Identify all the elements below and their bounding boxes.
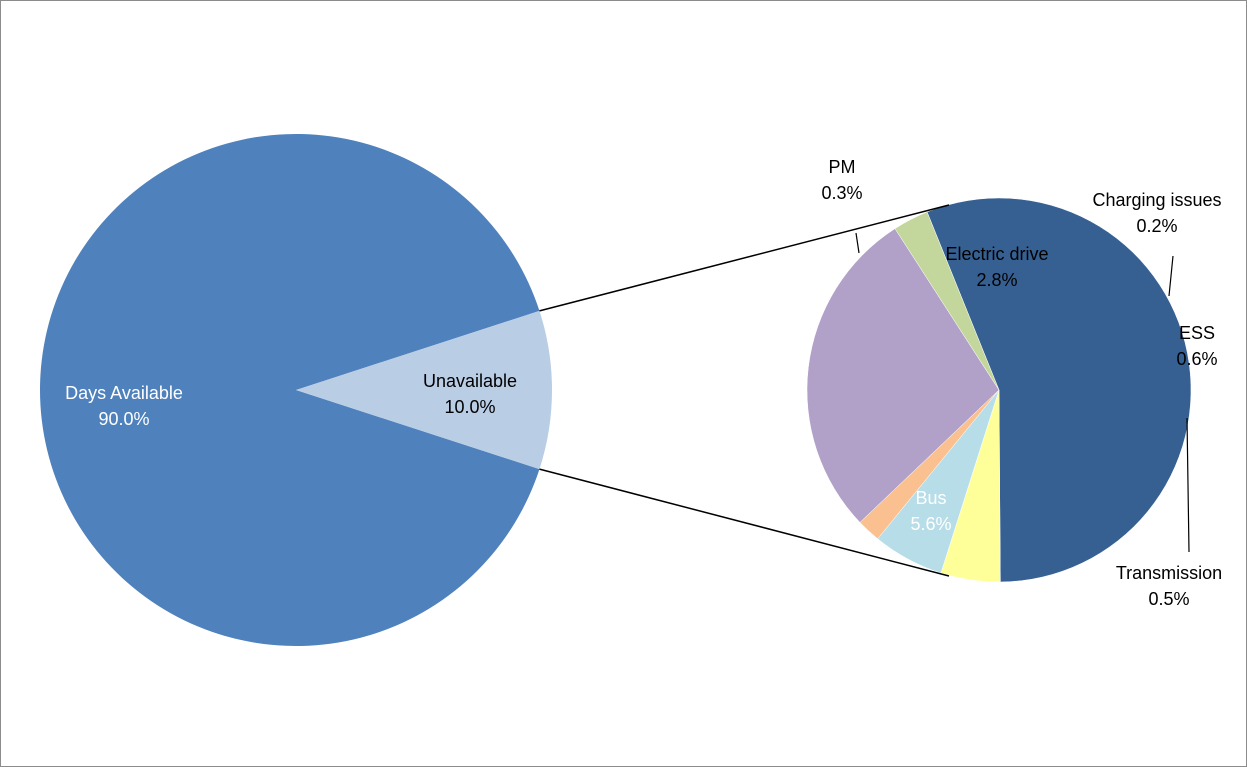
label-pm-value: 0.3% xyxy=(821,183,862,203)
label-bus-value: 5.6% xyxy=(910,514,951,534)
label-days-available-name: Days Available xyxy=(65,383,183,403)
label-transmission: Transmission 0.5% xyxy=(1116,563,1222,609)
label-unavailable-value: 10.0% xyxy=(444,397,495,417)
label-unavailable: Unavailable 10.0% xyxy=(423,371,517,417)
label-unavailable-name: Unavailable xyxy=(423,371,517,391)
label-transmission-name: Transmission xyxy=(1116,563,1222,583)
leader-line-charging xyxy=(1168,255,1174,297)
label-pm: PM 0.3% xyxy=(821,157,862,203)
label-ess: ESS 0.6% xyxy=(1176,323,1217,369)
label-electric-drive-value: 2.8% xyxy=(976,270,1017,290)
label-bus: Bus 5.6% xyxy=(910,488,951,534)
slice-days-available xyxy=(39,133,540,647)
label-charging-issues-name: Charging issues xyxy=(1092,190,1221,210)
label-pm-name: PM xyxy=(829,157,856,177)
connector-line-top xyxy=(539,204,950,312)
slice-unavailable xyxy=(296,310,552,470)
leader-line-pm xyxy=(855,232,860,254)
label-transmission-value: 0.5% xyxy=(1148,589,1189,609)
slice-pm xyxy=(894,211,1000,391)
slice-electric-drive xyxy=(806,228,1000,523)
label-days-available: Days Available 90.0% xyxy=(65,383,183,429)
label-ess-value: 0.6% xyxy=(1176,349,1217,369)
label-bus-name: Bus xyxy=(915,488,946,508)
label-charging-issues: Charging issues 0.2% xyxy=(1092,190,1221,236)
label-ess-name: ESS xyxy=(1179,323,1215,343)
connector-line-bottom xyxy=(539,468,950,577)
leader-line-transmission xyxy=(1186,417,1190,553)
label-electric-drive-name: Electric drive xyxy=(945,244,1048,264)
slice-bus xyxy=(926,197,1192,583)
label-charging-issues-value: 0.2% xyxy=(1136,216,1177,236)
label-electric-drive: Electric drive 2.8% xyxy=(945,244,1048,290)
label-days-available-value: 90.0% xyxy=(98,409,149,429)
